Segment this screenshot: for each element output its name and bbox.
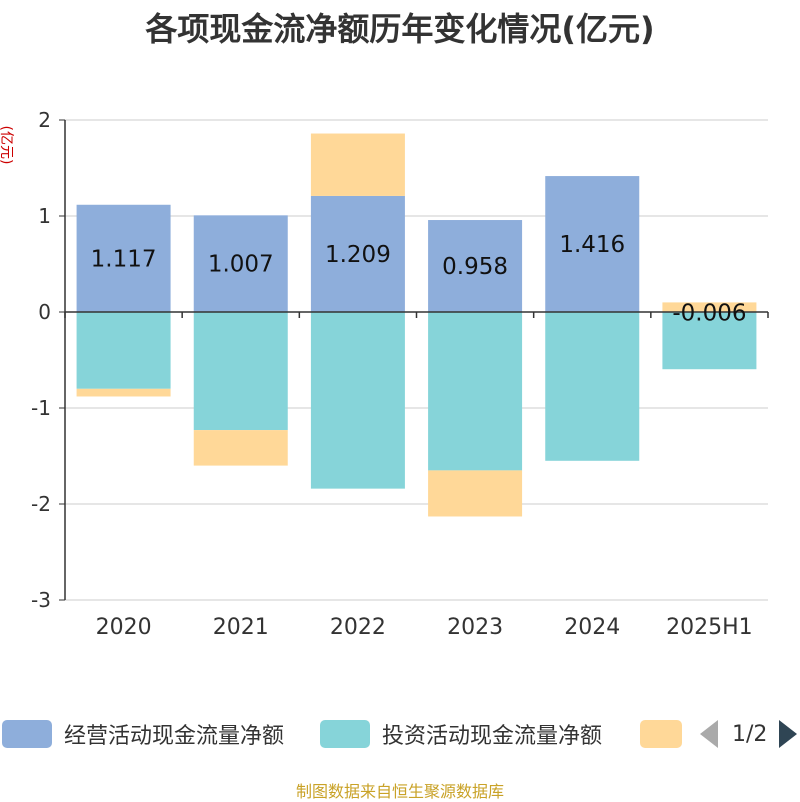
bar (76, 388, 171, 397)
legend-prev-arrow-icon[interactable] (700, 720, 718, 748)
y-tick-label: -1 (31, 396, 51, 420)
bar (662, 302, 757, 312)
bar (428, 312, 523, 471)
bar (310, 312, 405, 489)
y-tick-label: -3 (31, 588, 51, 612)
bar (193, 312, 288, 431)
bar (193, 430, 288, 466)
source-note: 制图数据来自恒生聚源数据库 (295, 782, 504, 801)
data-labels: 1.117 1.007 1.209 0.958 1.416 -0.006 (91, 232, 747, 326)
legend-item-financing[interactable] (640, 714, 682, 754)
legend-swatch-financing (640, 720, 682, 748)
bars (76, 133, 757, 517)
x-tick-label: 2023 (447, 615, 503, 640)
bar (193, 215, 288, 312)
bar (76, 204, 171, 312)
x-tick-label: 2025H1 (666, 615, 753, 640)
x-tick-label: 2021 (213, 615, 269, 640)
legend-item-investing[interactable]: 投资活动现金流量净额 (320, 714, 602, 754)
legend-swatch-investing (320, 720, 370, 748)
legend-item-operating[interactable]: 经营活动现金流量净额 (2, 714, 284, 754)
chart-title: 各项现金流净额历年变化情况(亿元) (145, 10, 655, 48)
data-label: 1.416 (559, 232, 625, 258)
y-axis-label: (亿元) (0, 126, 14, 165)
legend-pager: 1/2 (700, 714, 798, 754)
legend-swatch-operating (2, 720, 52, 748)
bar (545, 176, 640, 312)
legend-page-indicator: 1/2 (732, 721, 768, 747)
bar (428, 470, 523, 517)
bar (545, 312, 640, 461)
bar (662, 312, 757, 370)
bar (310, 195, 405, 312)
bar (310, 133, 405, 196)
x-tick-label: 2022 (330, 615, 386, 640)
legend-label-operating: 经营活动现金流量净额 (64, 724, 285, 749)
y-tick-label: 2 (38, 108, 51, 132)
data-label: 1.007 (208, 252, 274, 278)
bar (428, 220, 523, 312)
legend-label-investing: 投资活动现金流量净额 (382, 724, 603, 749)
data-label: -0.006 (672, 300, 746, 326)
y-tick-label: -2 (31, 492, 51, 516)
x-tick-label: 2020 (96, 615, 152, 640)
y-tick-label: 1 (38, 204, 51, 228)
data-label: 1.117 (91, 246, 157, 272)
data-label: 1.209 (325, 242, 391, 268)
axes: 2 1 0 -1 -2 -3 2020 2021 2022 2023 2024 2025H1 (31, 108, 769, 640)
legend: 经营活动现金流量净额 投资活动现金流量净额 1/2 (0, 714, 800, 754)
x-tick-label: 2024 (564, 615, 620, 640)
legend-next-arrow-icon[interactable] (779, 720, 798, 748)
y-tick-label: 0 (38, 300, 51, 324)
bar (76, 312, 171, 389)
data-label: 0.958 (442, 254, 508, 280)
